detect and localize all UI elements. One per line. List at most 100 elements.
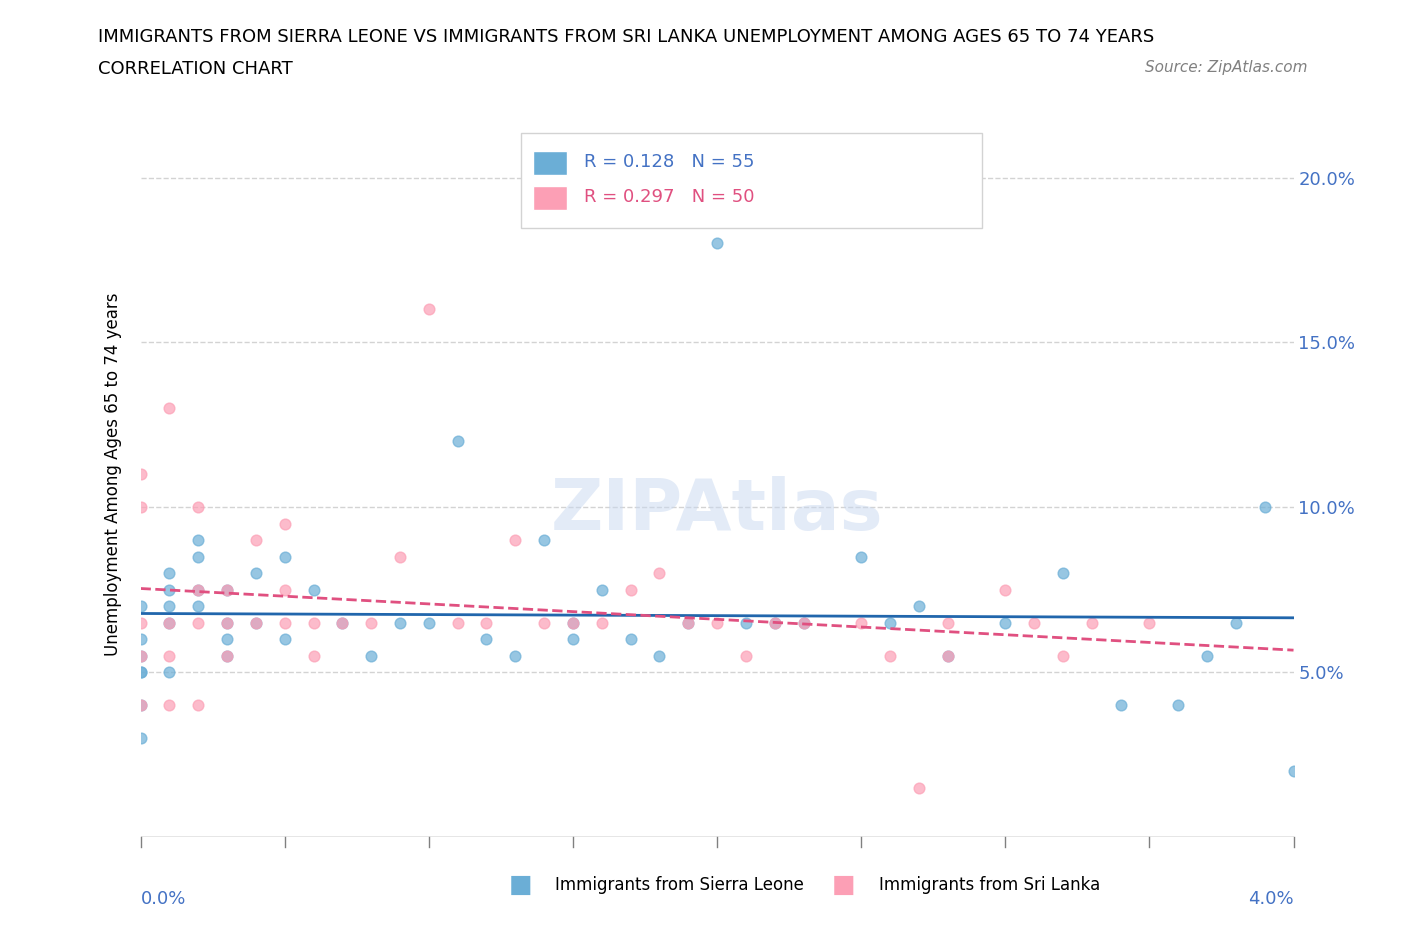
Point — [159, 401, 180, 416]
Point — [187, 550, 209, 565]
Point — [129, 631, 152, 646]
Point — [187, 499, 209, 514]
FancyBboxPatch shape — [533, 186, 567, 209]
Point — [648, 565, 671, 580]
Text: CORRELATION CHART: CORRELATION CHART — [98, 60, 294, 78]
Point — [129, 467, 152, 482]
Point — [936, 648, 959, 663]
Point — [274, 631, 297, 646]
Point — [936, 616, 959, 631]
Y-axis label: Unemployment Among Ages 65 to 74 years: Unemployment Among Ages 65 to 74 years — [104, 293, 122, 656]
Point — [217, 616, 239, 631]
Point — [1254, 499, 1277, 514]
Point — [849, 550, 872, 565]
Point — [447, 434, 470, 449]
Point — [619, 582, 641, 597]
Point — [129, 665, 152, 680]
Point — [187, 582, 209, 597]
Point — [503, 533, 526, 548]
Point — [245, 616, 267, 631]
Point — [217, 648, 239, 663]
Point — [129, 648, 152, 663]
Point — [187, 599, 209, 614]
Text: Immigrants from Sierra Leone: Immigrants from Sierra Leone — [555, 876, 804, 895]
Point — [678, 616, 700, 631]
Point — [332, 616, 354, 631]
FancyBboxPatch shape — [522, 133, 983, 228]
Point — [619, 631, 641, 646]
Point — [879, 616, 901, 631]
Point — [793, 616, 815, 631]
Point — [936, 648, 959, 663]
Point — [1139, 616, 1161, 631]
Point — [159, 665, 180, 680]
Point — [159, 599, 180, 614]
Point — [129, 731, 152, 746]
Point — [245, 565, 267, 580]
Point — [217, 648, 239, 663]
Point — [388, 616, 411, 631]
Point — [735, 648, 758, 663]
Point — [129, 665, 152, 680]
Point — [648, 648, 671, 663]
Point — [129, 616, 152, 631]
Point — [217, 631, 239, 646]
Point — [879, 648, 901, 663]
Point — [1081, 616, 1104, 631]
Point — [129, 698, 152, 712]
Point — [793, 616, 815, 631]
Point — [360, 648, 382, 663]
Point — [561, 631, 585, 646]
Point — [129, 698, 152, 712]
Point — [763, 616, 786, 631]
Point — [187, 616, 209, 631]
Point — [1052, 565, 1074, 580]
Point — [159, 582, 180, 597]
Point — [763, 616, 786, 631]
Point — [245, 616, 267, 631]
Point — [274, 516, 297, 531]
Point — [706, 236, 728, 251]
Text: 0.0%: 0.0% — [141, 890, 186, 908]
Point — [447, 616, 470, 631]
Text: ■: ■ — [832, 873, 855, 897]
Point — [678, 616, 700, 631]
Text: R = 0.297   N = 50: R = 0.297 N = 50 — [585, 188, 755, 206]
Point — [302, 616, 325, 631]
Point — [274, 616, 297, 631]
Point — [302, 582, 325, 597]
Point — [533, 616, 555, 631]
Point — [129, 648, 152, 663]
Text: ■: ■ — [509, 873, 531, 897]
Point — [591, 616, 613, 631]
Point — [908, 780, 931, 795]
Point — [245, 533, 267, 548]
Point — [418, 302, 440, 317]
Point — [129, 499, 152, 514]
Point — [332, 616, 354, 631]
Point — [994, 582, 1017, 597]
Point — [187, 582, 209, 597]
Point — [217, 616, 239, 631]
Point — [159, 565, 180, 580]
Text: R = 0.128   N = 55: R = 0.128 N = 55 — [585, 153, 755, 171]
Point — [1052, 648, 1074, 663]
Point — [735, 616, 758, 631]
Point — [388, 550, 411, 565]
Point — [1282, 764, 1305, 778]
Point — [561, 616, 585, 631]
Point — [187, 533, 209, 548]
Point — [503, 648, 526, 663]
Point — [533, 533, 555, 548]
Point — [217, 582, 239, 597]
Point — [475, 616, 498, 631]
Point — [418, 616, 440, 631]
Point — [1109, 698, 1132, 712]
Point — [159, 616, 180, 631]
Point — [1225, 616, 1247, 631]
Point — [129, 599, 152, 614]
Point — [360, 616, 382, 631]
Point — [302, 648, 325, 663]
FancyBboxPatch shape — [533, 151, 567, 175]
Point — [217, 582, 239, 597]
